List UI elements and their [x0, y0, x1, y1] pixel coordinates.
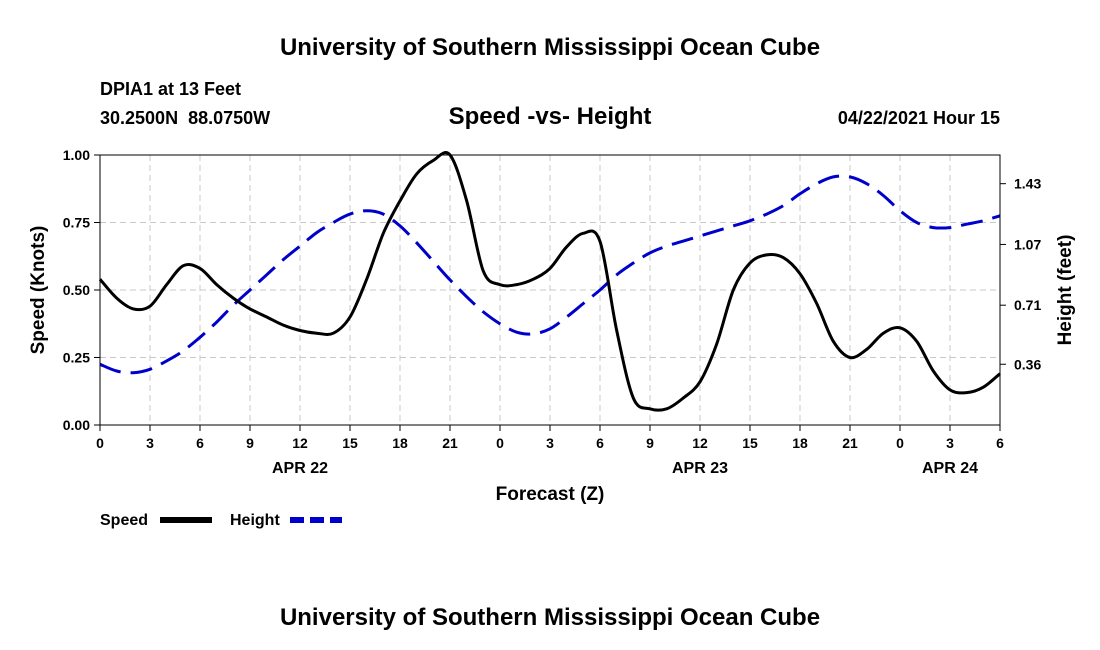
- header-title: University of Southern Mississippi Ocean…: [280, 34, 820, 61]
- grid-lines: [100, 155, 1000, 425]
- date-label: APR 22: [272, 460, 328, 477]
- x-tick-label: 18: [392, 435, 408, 451]
- series-line-height: [99, 174, 1001, 375]
- legend-height-label: Height: [230, 512, 280, 529]
- y2-tick-label: 1.07: [1014, 236, 1041, 252]
- y-tick-label: 0.75: [63, 215, 90, 231]
- date-label: APR 24: [922, 460, 978, 477]
- date-label: APR 23: [672, 460, 728, 477]
- y-tick-label: 1.00: [63, 147, 90, 163]
- x-tick-label: 15: [742, 435, 758, 451]
- footer-title: University of Southern Mississippi Ocean…: [280, 604, 820, 631]
- x-tick-label: 3: [546, 435, 554, 451]
- axis-ticks: 0 3 6 9 12 15 18 21 0 3 6 9 12 15 18 21 0 3 6 0.00 0.25 0.50 0…: [63, 147, 1042, 477]
- x-axis-label: Forecast (Z): [496, 484, 605, 505]
- y-tick-label: 0.25: [63, 350, 90, 366]
- x-tick-label: 21: [442, 435, 458, 451]
- x-tick-label: 6: [596, 435, 604, 451]
- x-tick-label: 9: [246, 435, 254, 451]
- y2-tick-label: 0.36: [1014, 356, 1041, 372]
- x-tick-label: 3: [946, 435, 954, 451]
- x-tick-label: 18: [792, 435, 808, 451]
- timestamp-label: 04/22/2021 Hour 15: [838, 108, 1000, 128]
- series-line-speed: [98, 151, 1001, 412]
- x-tick-label: 0: [496, 435, 504, 451]
- x-tick-label: 12: [692, 435, 708, 451]
- legend-speed-label: Speed: [100, 512, 148, 529]
- y2-tick-label: 1.43: [1014, 176, 1041, 192]
- chart-title: Speed -vs- Height: [449, 103, 652, 130]
- legend: Speed Height: [100, 512, 342, 529]
- x-tick-label: 21: [842, 435, 858, 451]
- x-tick-label: 0: [96, 435, 104, 451]
- y-tick-label: 0.50: [63, 282, 90, 298]
- x-tick-label: 12: [292, 435, 308, 451]
- station-label: DPIA1 at 13 Feet: [100, 79, 241, 99]
- x-tick-label: 6: [996, 435, 1004, 451]
- x-tick-label: 3: [146, 435, 154, 451]
- x-tick-label: 0: [896, 435, 904, 451]
- y2-axis-label: Height (feet): [1055, 235, 1076, 346]
- series-layer: [98, 151, 1001, 412]
- x-tick-label: 6: [196, 435, 204, 451]
- y2-tick-label: 0.71: [1014, 297, 1041, 313]
- x-tick-label: 15: [342, 435, 358, 451]
- x-tick-label: 9: [646, 435, 654, 451]
- y-tick-label: 0.00: [63, 417, 90, 433]
- y-axis-label: Speed (Knots): [28, 226, 49, 355]
- coordinates-label: 30.2500N 88.0750W: [100, 108, 270, 128]
